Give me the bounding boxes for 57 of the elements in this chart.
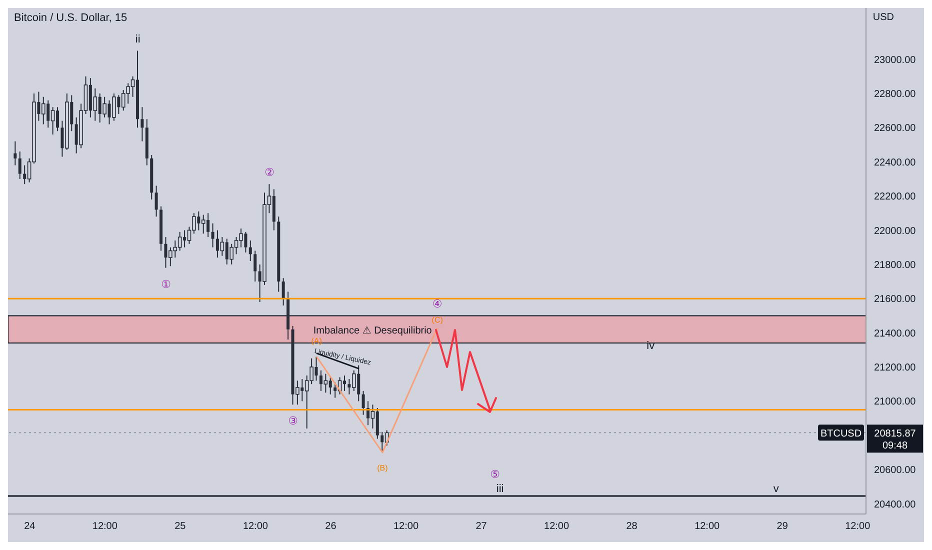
annotation: ① <box>161 278 172 291</box>
y-tick-label: 22200.00 <box>874 192 916 203</box>
candlestick <box>282 278 285 306</box>
x-tick-label: 12:00 <box>242 521 268 532</box>
x-tick-label: 12:00 <box>92 521 118 532</box>
ref-line-label: BTCUSD <box>820 428 862 440</box>
x-tick-label: 26 <box>325 521 337 532</box>
candlestick <box>50 106 55 135</box>
annotation: iv <box>646 340 656 352</box>
candlestick <box>201 214 206 234</box>
candlestick <box>14 140 17 166</box>
x-tick-label: 12:00 <box>694 521 720 532</box>
y-tick-label: 21200.00 <box>874 362 916 374</box>
candlestick <box>362 390 365 416</box>
candlestick <box>140 106 144 142</box>
y-axis-title: USD <box>872 12 894 23</box>
x-tick-label: 12:00 <box>845 521 871 532</box>
x-tick-label: 12:00 <box>544 521 570 532</box>
annotation: ii <box>135 34 140 46</box>
y-tick-label: 22800.00 <box>874 89 916 100</box>
y-tick-label: 20600.00 <box>874 465 916 476</box>
x-tick-label: 24 <box>24 521 36 532</box>
annotation: (C) <box>432 316 444 325</box>
y-tick-label: 22400.00 <box>874 157 916 168</box>
annotation: ③ <box>288 416 298 428</box>
candlestick <box>18 151 22 180</box>
band-label: Imbalance ⚠ Desequilibrio <box>313 325 432 336</box>
candlestick <box>324 373 328 394</box>
candlestick <box>154 185 158 218</box>
annotation: ② <box>264 167 275 180</box>
y-tick-label: 21400.00 <box>874 328 916 340</box>
candlestick <box>254 250 257 282</box>
y-tick-label: 20400.00 <box>874 499 916 510</box>
x-tick-label: 12:00 <box>393 521 419 532</box>
y-tick-label: 23000.00 <box>874 54 916 66</box>
x-tick-label: 29 <box>776 521 788 532</box>
text: 20815.87 <box>874 428 916 440</box>
chart-title: Bitcoin / U.S. Dollar, 15 <box>14 12 128 24</box>
candlestick <box>112 92 116 122</box>
y-tick-label: 21000.00 <box>874 396 916 408</box>
text: 09:48 <box>882 440 908 452</box>
annotation: v <box>773 483 780 496</box>
candlestick <box>220 236 224 256</box>
annotation: (B) <box>377 463 388 472</box>
y-tick-label: 21800.00 <box>874 260 916 271</box>
y-tick-label: 21600.00 <box>874 294 916 306</box>
candlestick <box>93 88 98 122</box>
annotation: ④ <box>432 298 442 311</box>
annotation: ⑤ <box>490 469 500 481</box>
y-tick-label: 22000.00 <box>874 226 916 237</box>
candlestick <box>248 240 252 262</box>
candlestick <box>211 222 214 248</box>
annotation: iii <box>496 483 504 496</box>
y-tick-label: 22600.00 <box>874 123 916 134</box>
x-tick-label: 27 <box>476 521 488 532</box>
x-tick-label: 25 <box>174 521 186 532</box>
x-tick-label: 28 <box>626 521 638 532</box>
